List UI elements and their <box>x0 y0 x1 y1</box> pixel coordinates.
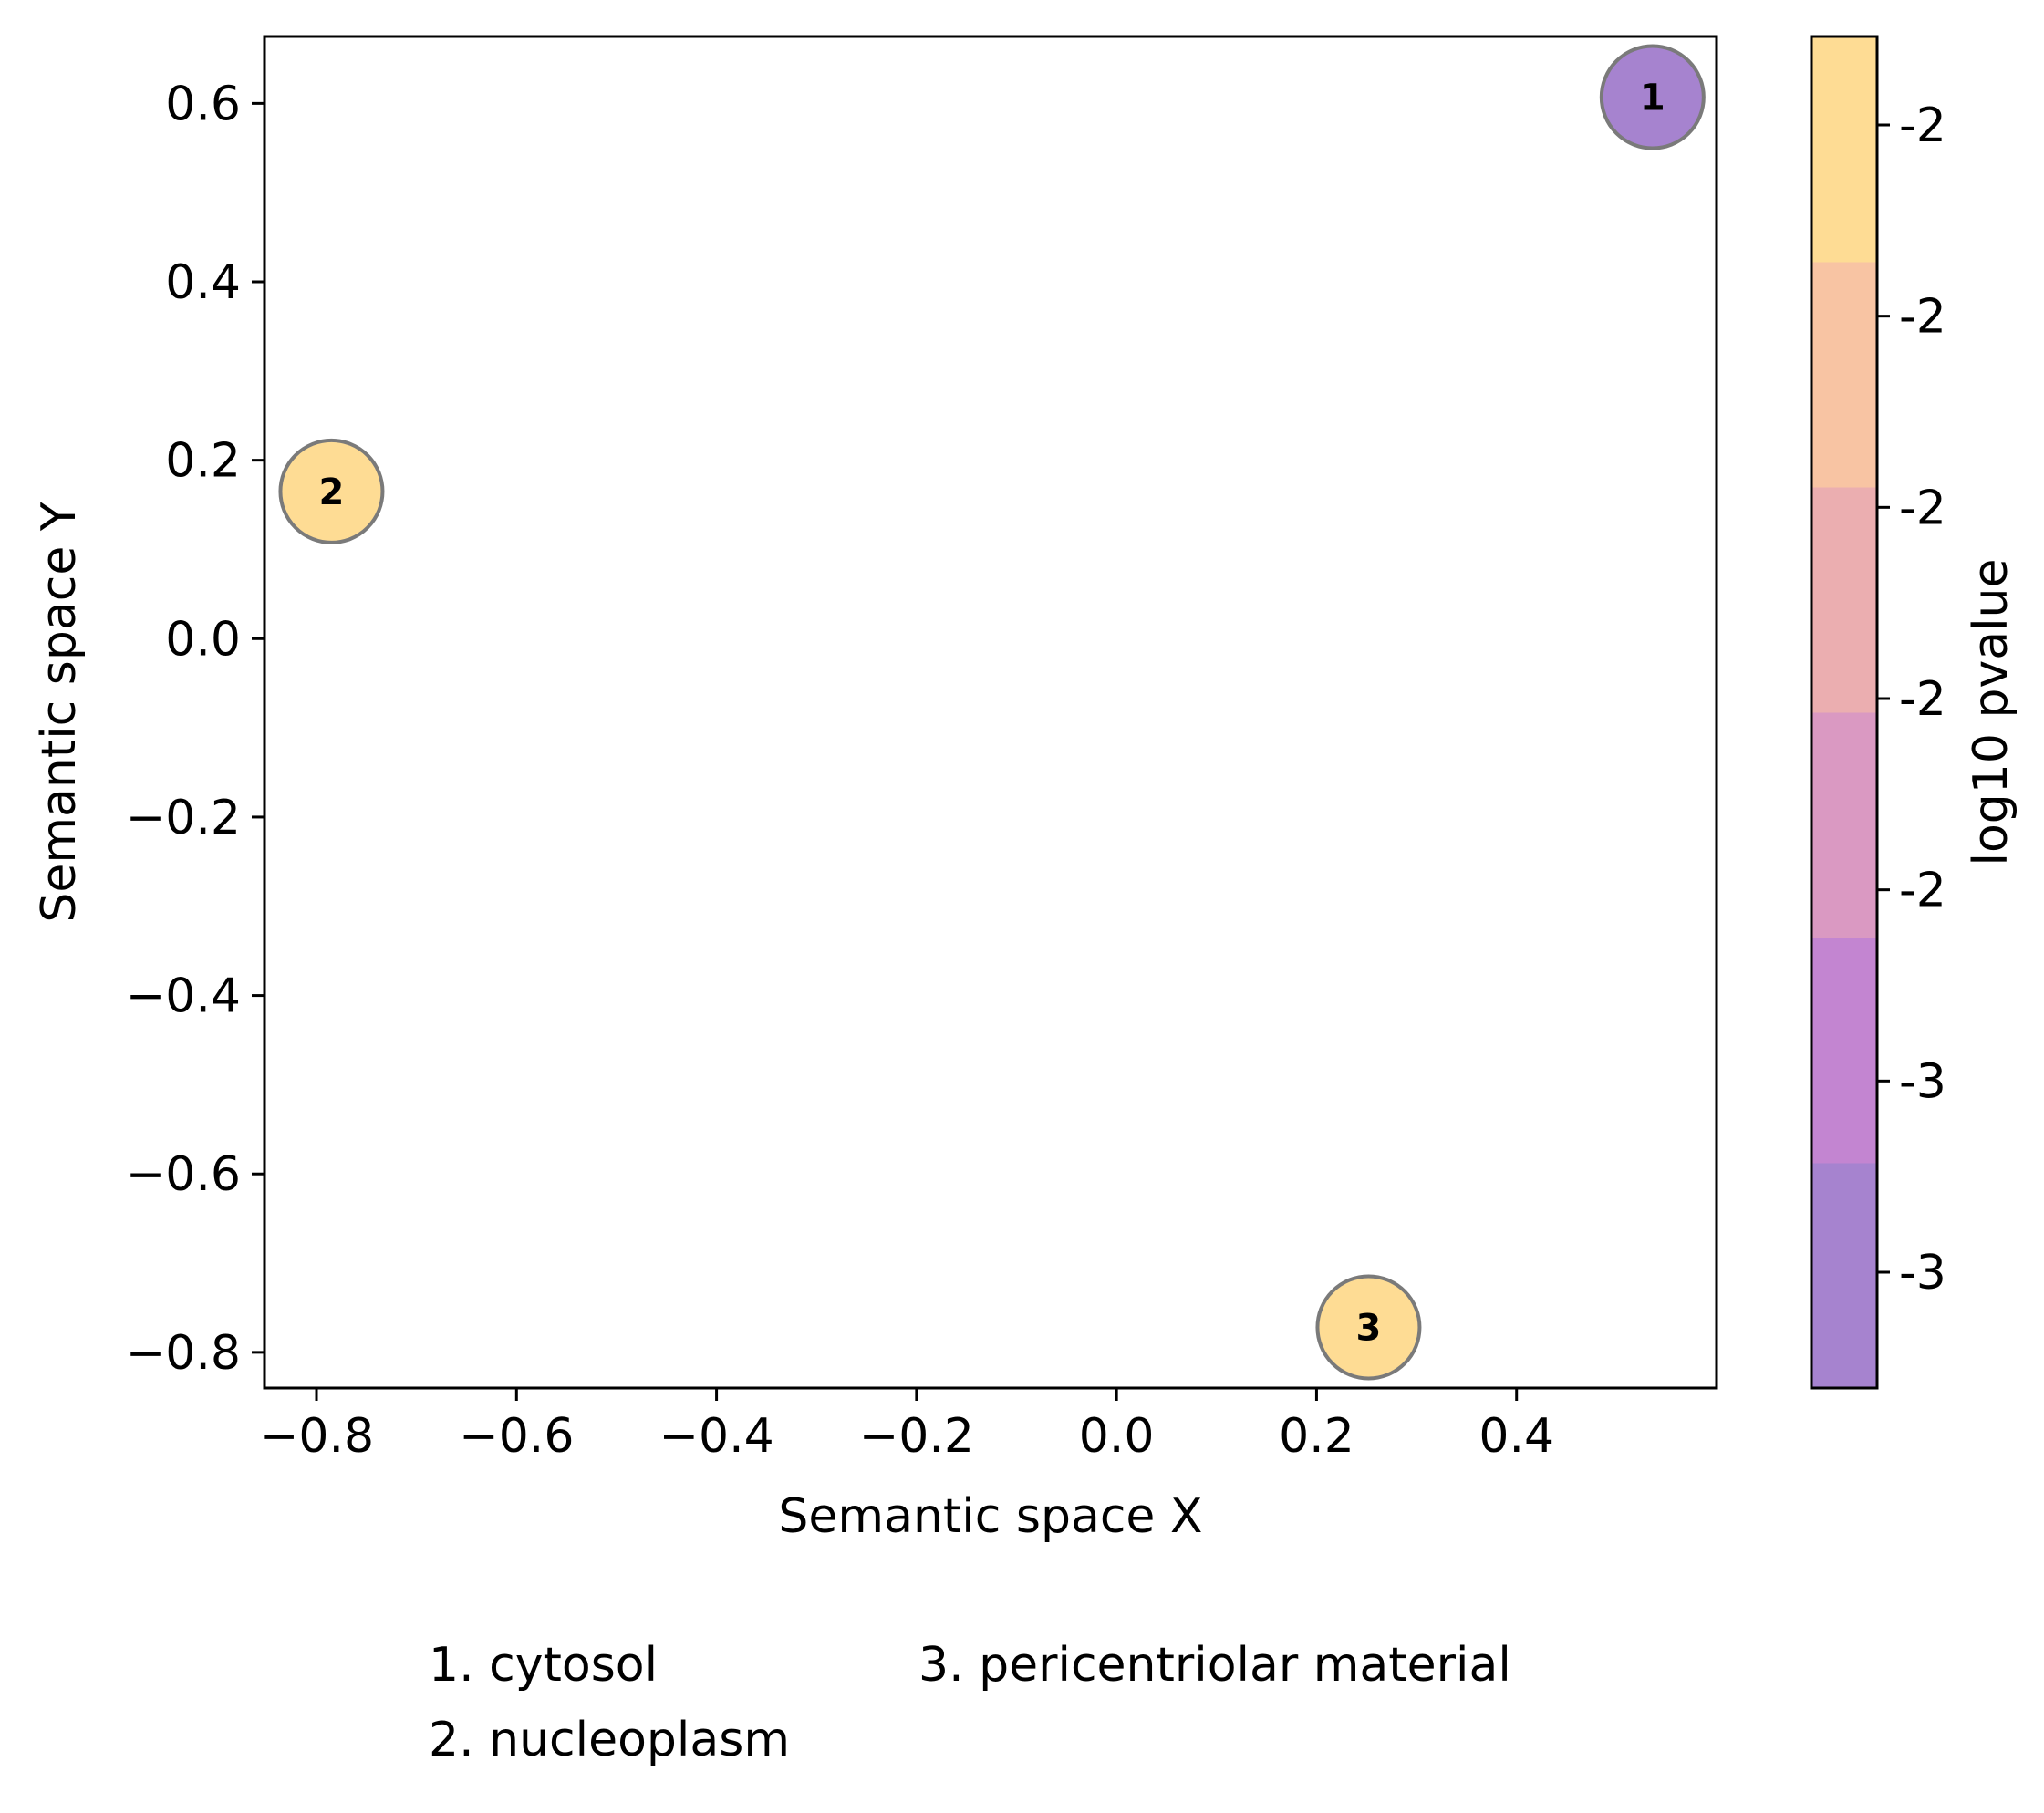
colorbar-tick-label: -2 <box>1899 98 1946 153</box>
colorbar-label: log10 pvalue <box>1964 558 2018 865</box>
point-label: 1 <box>1640 78 1665 119</box>
x-axis-label: Semantic space X <box>778 1489 1202 1544</box>
colorbar <box>1810 35 1879 1390</box>
point-label: 3 <box>1356 1307 1382 1349</box>
legend-column-2: 3. pericentriolar material <box>918 1628 1511 1703</box>
y-tick-label: 0.0 <box>165 612 241 667</box>
legend-item-cytosol: 1. cytosol <box>429 1638 659 1693</box>
point-label: 2 <box>319 471 345 513</box>
colorbar-tick-label: -2 <box>1899 864 1946 918</box>
colorbar-band <box>1811 487 1877 713</box>
y-axis-label: Semantic space Y <box>32 502 87 923</box>
plot-background <box>265 36 1717 1388</box>
colorbar-tick-label: -3 <box>1899 1246 1946 1300</box>
colorbar-tick-label: -3 <box>1899 1054 1946 1109</box>
x-tick-label: 0.2 <box>1279 1409 1354 1464</box>
legend-column-1: 1. cytosol 2. nucleoplasm <box>429 1628 790 1777</box>
y-tick-label: −0.8 <box>126 1326 241 1381</box>
y-axis-ticks: 0.6 0.4 0.2 0.0 −0.2 −0.4 −0.6 −0.8 <box>126 77 265 1381</box>
legend-item-pericentriolar-material: 3. pericentriolar material <box>918 1638 1511 1693</box>
scatter-point <box>1315 1274 1422 1381</box>
x-tick-label: −0.8 <box>259 1409 374 1464</box>
colorbar-frame <box>1810 35 1879 1390</box>
colorbar-band <box>1811 1163 1877 1389</box>
x-tick-label: −0.6 <box>459 1409 574 1464</box>
legend-item-nucleoplasm: 2. nucleoplasm <box>429 1713 790 1767</box>
x-tick-label: −0.2 <box>859 1409 974 1464</box>
x-tick-label: 0.4 <box>1479 1409 1554 1464</box>
plot-frame <box>263 35 1718 1390</box>
plot-area <box>265 36 1717 1388</box>
scatter-point <box>278 438 385 544</box>
colorbar-band <box>1811 712 1877 938</box>
x-tick-label: −0.4 <box>659 1409 773 1464</box>
colorbar-tick-label: -2 <box>1899 672 1946 727</box>
scatter-points: 1 2 3 <box>278 44 1706 1381</box>
y-tick-label: −0.2 <box>126 791 241 845</box>
colorbar-ticks: -2 -2 -2 -2 -2 -3 -3 <box>1877 98 1946 1300</box>
scatter-point <box>1599 44 1706 150</box>
colorbar-band <box>1811 938 1877 1164</box>
colorbar-tick-label: -2 <box>1899 481 1946 535</box>
x-axis-ticks: −0.8 −0.6 −0.4 −0.2 0.0 0.2 0.4 <box>259 1388 1554 1464</box>
colorbar-band <box>1811 36 1877 263</box>
y-tick-label: 0.6 <box>165 77 241 131</box>
y-tick-label: 0.2 <box>165 434 241 489</box>
y-tick-label: −0.6 <box>126 1147 241 1202</box>
y-tick-label: −0.4 <box>126 969 241 1024</box>
x-tick-label: 0.0 <box>1079 1409 1155 1464</box>
y-tick-label: 0.4 <box>165 255 241 310</box>
colorbar-tick-label: -2 <box>1899 290 1946 345</box>
colorbar-band <box>1811 262 1877 488</box>
